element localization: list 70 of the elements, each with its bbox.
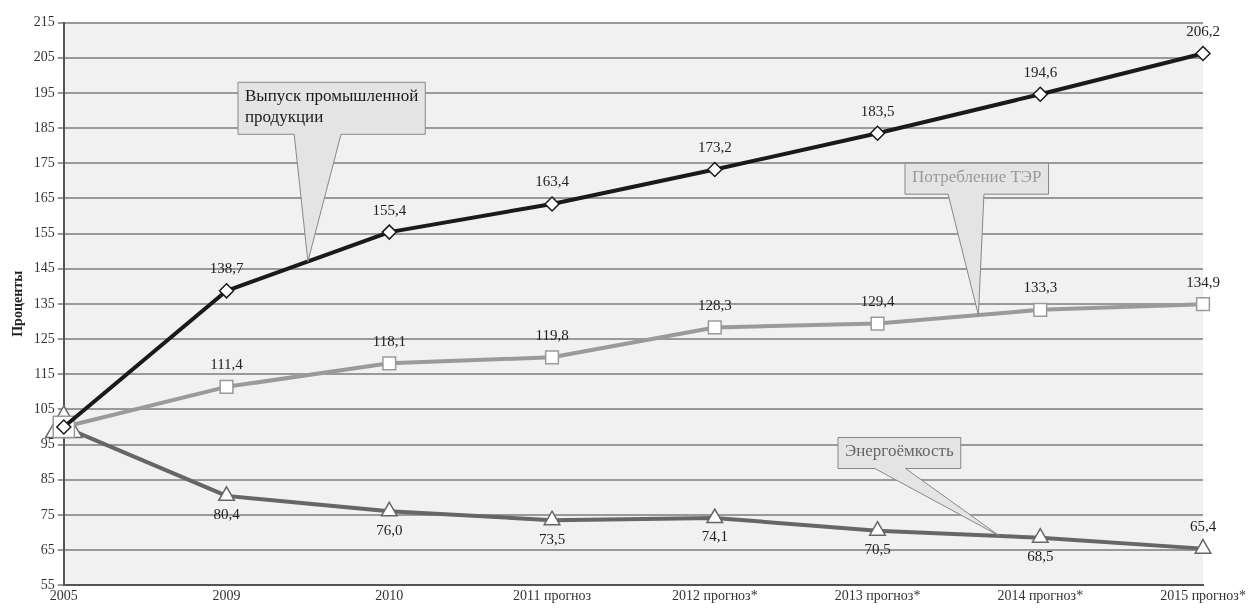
data-label: 129,4	[860, 292, 895, 309]
data-label: 163,4	[535, 173, 570, 190]
data-label: 68,5	[1027, 548, 1054, 565]
y-tick-label: 205	[33, 49, 55, 65]
x-tick-label: 2011 прогноз	[512, 588, 592, 604]
point	[544, 196, 560, 212]
data-label: 80,4	[213, 506, 241, 523]
point	[380, 501, 398, 517]
point	[1033, 302, 1048, 317]
point	[1031, 527, 1049, 543]
point	[870, 316, 885, 331]
x-tick-label: 2015 прогноз*	[1160, 588, 1246, 604]
point	[706, 508, 724, 524]
x-tick-label: 2010	[375, 588, 404, 604]
point	[218, 283, 235, 299]
data-label: 194,6	[1023, 63, 1058, 80]
point	[382, 356, 397, 371]
data-label: 74,1	[701, 528, 728, 545]
data-label: 73,5	[538, 530, 566, 547]
y-tick-label: 105	[33, 401, 55, 417]
point	[1032, 86, 1049, 102]
point	[218, 486, 236, 502]
y-tick-label: 135	[33, 295, 55, 311]
point	[1195, 297, 1211, 312]
x-tick-label: 2009	[212, 588, 241, 604]
data-label: 111,4	[210, 356, 244, 373]
x-tick-label: 2005	[49, 588, 78, 604]
y-tick-label: 215	[33, 14, 55, 30]
point	[707, 161, 723, 178]
x-tick-label: 2012 прогноз*	[671, 588, 758, 604]
y-tick-label: 175	[33, 154, 55, 170]
y-tick-label: 95	[40, 436, 55, 452]
data-label: 138,7	[209, 260, 244, 277]
data-label: 128,3	[697, 296, 732, 313]
point	[707, 320, 722, 335]
y-axis-title: Проценты	[10, 270, 26, 337]
point	[868, 520, 887, 536]
point	[544, 350, 560, 365]
x-tick-label: 2013 прогноз*	[834, 588, 921, 604]
y-tick-label: 165	[33, 190, 55, 206]
text: Потребление ТЭР	[912, 167, 1042, 187]
data-label: 134,9	[1186, 273, 1220, 290]
data-label: 183,5	[860, 102, 895, 119]
data-label: 155,4	[372, 201, 407, 218]
text: Энергоёмкость	[845, 441, 955, 461]
data-label: 206,2	[1186, 22, 1220, 39]
y-tick-label: 155	[33, 225, 55, 241]
data-label: 133,3	[1023, 279, 1058, 296]
point	[1194, 538, 1212, 554]
data-label: 173,2	[697, 138, 732, 155]
data-label: 70,5	[864, 541, 891, 558]
text: Выпуск промышленной продукции	[245, 86, 419, 127]
y-tick-label: 65	[40, 541, 55, 557]
data-label: 119,8	[535, 326, 569, 343]
data-label: 118,1	[372, 332, 406, 349]
point	[543, 510, 561, 526]
point	[381, 224, 398, 240]
y-tick-label: 145	[33, 260, 55, 276]
point	[869, 125, 886, 142]
y-tick-label: 115	[34, 365, 55, 381]
x-tick-label: 2014 прогноз*	[997, 588, 1084, 604]
y-tick-label: 195	[33, 84, 55, 100]
point	[1195, 45, 1211, 62]
y-tick-label: 125	[33, 330, 55, 346]
data-label: 65,4	[1189, 518, 1217, 535]
point	[219, 379, 234, 394]
data-label: 76,0	[376, 521, 403, 538]
y-tick-label: 85	[40, 471, 55, 487]
y-tick-label: 185	[33, 119, 55, 135]
y-tick-label: 75	[40, 506, 55, 522]
